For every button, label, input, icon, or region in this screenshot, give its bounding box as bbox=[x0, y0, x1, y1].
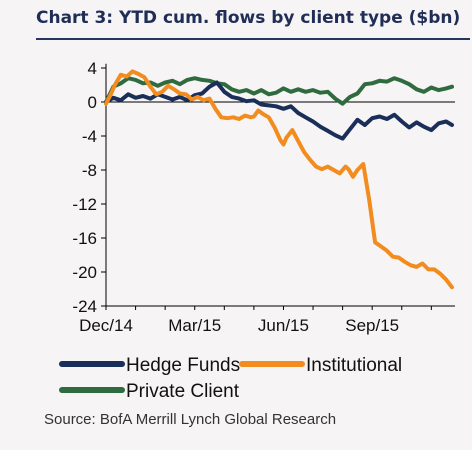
legend-label: Institutional bbox=[306, 355, 402, 376]
y-tick-label: -4 bbox=[82, 127, 97, 146]
y-tick-label: -12 bbox=[72, 195, 97, 214]
chart-series bbox=[104, 69, 454, 290]
y-tick-label: -20 bbox=[72, 263, 97, 282]
source-note: Source: BofA Merrill Lynch Global Resear… bbox=[44, 411, 337, 428]
legend-label: Hedge Funds bbox=[126, 355, 240, 376]
title-divider bbox=[36, 38, 470, 40]
chart-legend: Hedge Funds Institutional Private Client bbox=[59, 355, 402, 402]
y-tick-label: -8 bbox=[82, 161, 97, 180]
y-tick-label: -24 bbox=[72, 297, 97, 316]
series-line-hedge-funds bbox=[104, 80, 454, 141]
y-tick-label: 4 bbox=[88, 59, 97, 78]
series-line-institutional bbox=[104, 69, 454, 290]
legend-label: Private Client bbox=[126, 381, 240, 402]
x-tick-label: Jun/15 bbox=[258, 316, 309, 335]
y-tick-label: 0 bbox=[88, 93, 97, 112]
x-tick-label: Sep/15 bbox=[345, 316, 399, 335]
y-tick-label: -16 bbox=[72, 229, 97, 248]
x-tick-label: Dec/14 bbox=[79, 316, 133, 335]
chart-title: Chart 3: YTD cum. flows by client type (… bbox=[36, 8, 461, 28]
x-tick-label: Mar/15 bbox=[168, 316, 221, 335]
series-line-private-client bbox=[104, 76, 454, 106]
